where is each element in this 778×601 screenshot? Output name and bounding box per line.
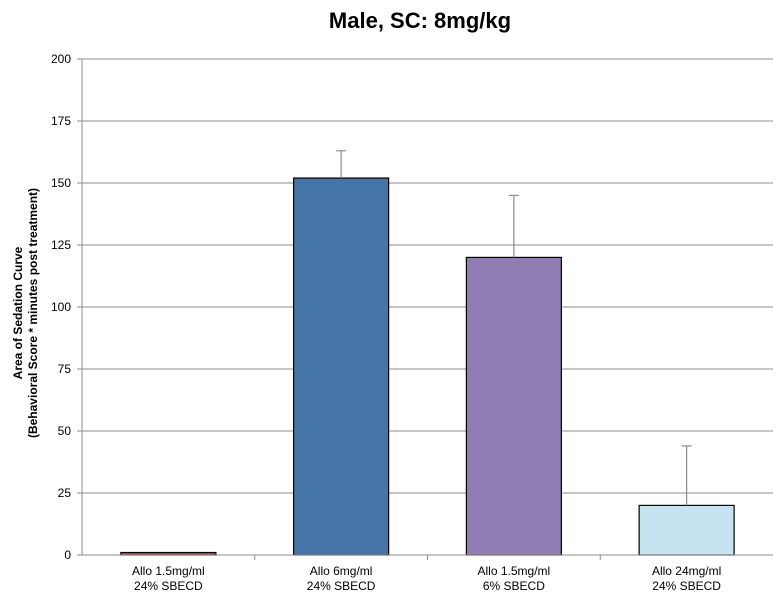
y-axis-ticks: 0 25 50 75 100 125 150 175 200 — [51, 52, 82, 562]
bar — [638, 504, 735, 556]
gridlines — [82, 58, 773, 494]
x-tick-label: 24% SBECD — [652, 579, 721, 593]
y-tick-label: 175 — [51, 114, 71, 128]
y-tick-label: 125 — [51, 238, 71, 252]
bar — [293, 177, 390, 556]
x-tick-label: Allo 24mg/ml — [652, 564, 721, 578]
x-tick-label: 24% SBECD — [307, 579, 376, 593]
y-tick-label: 75 — [58, 362, 72, 376]
x-tick-label: 6% SBECD — [483, 579, 545, 593]
y-tick-label: 0 — [64, 548, 71, 562]
y-tick-label: 25 — [58, 486, 72, 500]
x-tick-label: 24% SBECD — [134, 579, 203, 593]
y-axis-label-line2: (Behavioral Score * minutes post treatme… — [26, 188, 40, 438]
y-tick-label: 100 — [51, 300, 71, 314]
chart-title: Male, SC: 8mg/kg — [329, 8, 511, 33]
y-tick-label: 50 — [58, 424, 72, 438]
y-axis-label-line1: Area of Sedation Curve — [11, 246, 25, 379]
x-tick-label: Allo 1.5mg/ml — [132, 564, 205, 578]
y-axis-label: Area of Sedation Curve (Behavioral Score… — [11, 188, 40, 438]
bars — [120, 177, 735, 556]
bar — [465, 256, 562, 556]
axes — [81, 59, 773, 560]
y-tick-label: 200 — [51, 52, 71, 66]
x-tick-label: Allo 1.5mg/ml — [478, 564, 551, 578]
error-bars — [336, 150, 692, 506]
y-tick-label: 150 — [51, 176, 71, 190]
x-tick-label: Allo 6mg/ml — [310, 564, 373, 578]
